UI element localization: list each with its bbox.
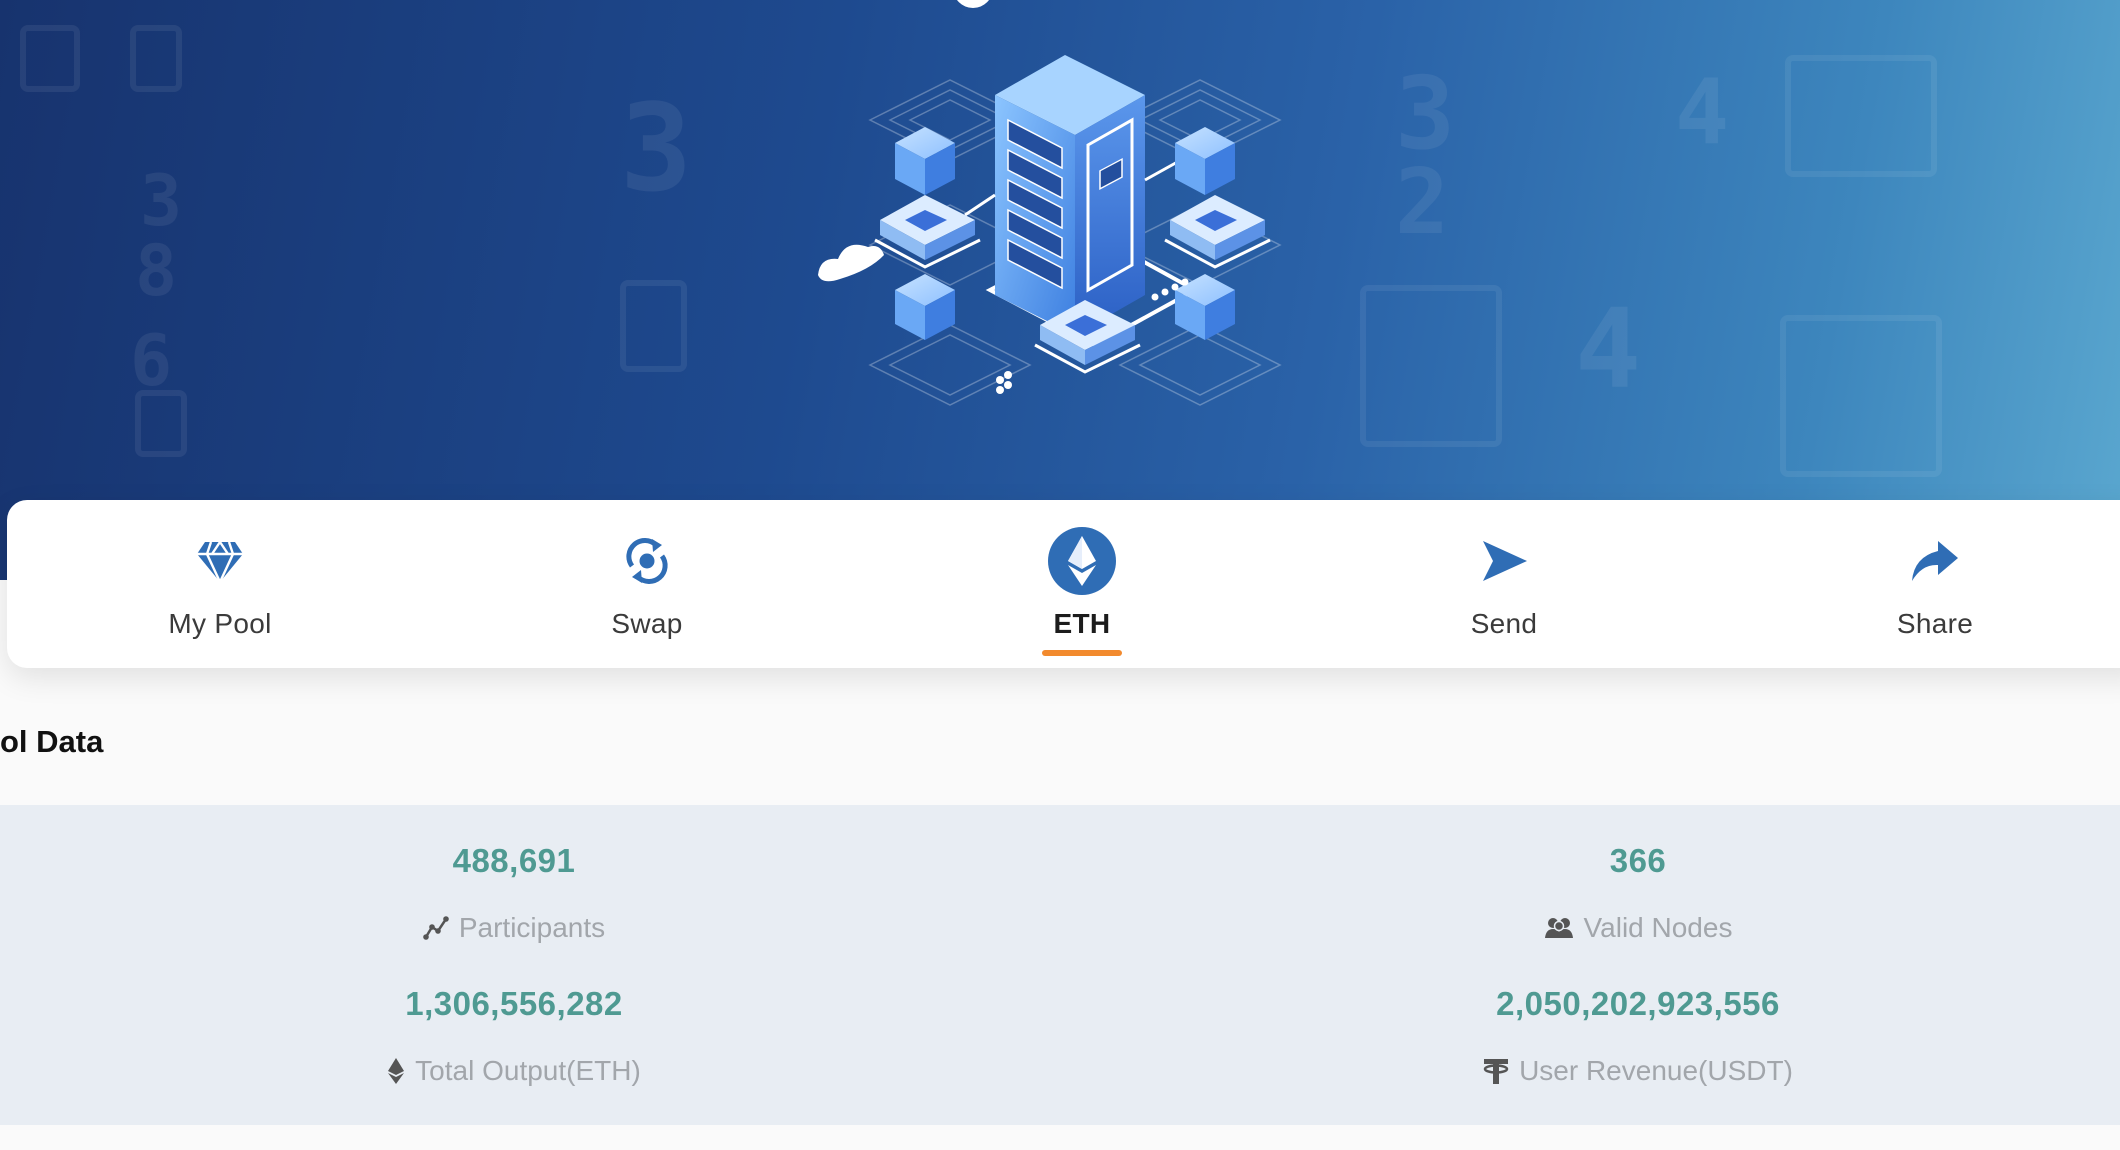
stat-value: 1,306,556,282 (405, 985, 623, 1022)
nav-label: Swap (611, 608, 683, 639)
users-icon (1544, 918, 1573, 938)
tether-icon (1483, 1059, 1509, 1084)
stat-label-row: Total Output(ETH) (214, 1055, 814, 1087)
decor-shape (1360, 285, 1502, 447)
pool-stats-panel: 488,691 Participants 366 Valid Nodes 1,3… (0, 805, 2120, 1125)
swap-cycle-icon (610, 524, 684, 598)
decor-shape (20, 25, 80, 92)
diamond-icon (183, 524, 257, 598)
nav-card: My Pool Swap ETH (7, 500, 2120, 668)
nav-label: Send (1470, 608, 1538, 639)
stat-label-row: User Revenue(USDT) (1338, 1055, 1938, 1087)
decor-shape (620, 280, 687, 372)
section-title: ol Data (0, 724, 104, 759)
nav-item-send[interactable]: Send (1374, 500, 1634, 668)
active-tab-indicator (1042, 650, 1122, 656)
logo-icon (957, 0, 989, 8)
decor-shape (1785, 55, 1937, 177)
ethereum-icon (1045, 524, 1119, 598)
nav-item-eth[interactable]: ETH (952, 500, 1212, 668)
decor-shape (135, 390, 187, 457)
share-arrow-icon (1898, 524, 1972, 598)
nav-item-share[interactable]: Share (1805, 500, 2065, 668)
stat-label: Valid Nodes (1583, 912, 1733, 943)
send-arrow-icon (1467, 524, 1541, 598)
decor-digit: 3 (620, 80, 693, 219)
stat-participants: 488,691 Participants (214, 842, 814, 944)
stat-label: User Revenue(USDT) (1519, 1055, 1793, 1086)
nav-item-my-pool[interactable]: My Pool (90, 500, 350, 668)
decor-shape (130, 25, 182, 92)
stat-value: 2,050,202,923,556 (1496, 985, 1780, 1022)
chart-line-icon (423, 916, 449, 940)
nav-label: ETH (1053, 608, 1111, 639)
decor-digit: 3 (140, 160, 183, 242)
stat-total-output: 1,306,556,282 Total Output(ETH) (214, 985, 814, 1087)
decor-digit: 4 (1675, 60, 1730, 165)
decor-digit: 6 (130, 320, 173, 402)
decor-digit: 3 (1395, 55, 1456, 172)
stat-value: 366 (1609, 842, 1667, 879)
stat-value: 488,691 (452, 842, 576, 879)
ethereum-small-icon (388, 1058, 405, 1084)
hero-banner: 3 3 2 4 4 3 8 6 (0, 0, 2120, 580)
decor-digit: 2 (1395, 150, 1450, 255)
stat-valid-nodes: 366 Valid Nodes (1338, 842, 1938, 944)
stat-label-row: Participants (214, 912, 814, 944)
stat-label: Total Output(ETH) (415, 1055, 641, 1086)
nav-label: My Pool (168, 608, 272, 639)
decor-shape (1780, 315, 1942, 477)
nav-label: Share (1896, 608, 1974, 639)
server-network-illustration (818, 55, 1282, 406)
nav-item-swap[interactable]: Swap (517, 500, 777, 668)
stat-label-row: Valid Nodes (1338, 912, 1938, 944)
decor-digit: 4 (1575, 285, 1642, 413)
stat-label: Participants (458, 912, 606, 943)
stat-user-revenue: 2,050,202,923,556 User Revenue(USDT) (1338, 985, 1938, 1087)
decor-digit: 8 (135, 230, 178, 312)
